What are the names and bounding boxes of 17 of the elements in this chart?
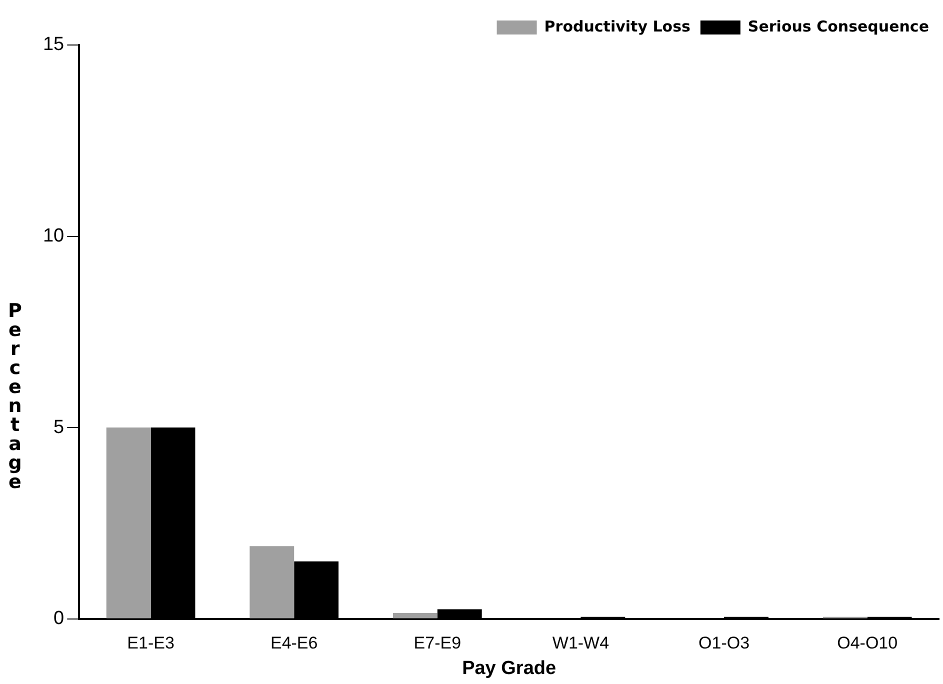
bar (392, 613, 438, 618)
y-tick-label: 15 (42, 34, 64, 56)
legend-label: Serious Consequence (748, 17, 929, 36)
x-tick-label: O1-O3 (698, 634, 750, 653)
x-tick-label: O4-O10 (837, 634, 898, 653)
y-tick-label: 0 (54, 608, 64, 630)
y-tick-label: 10 (42, 226, 64, 246)
x-axis-title: Pay Grade (462, 658, 556, 679)
y-tick-label: 5 (54, 416, 64, 438)
x-tick-label: E4-E6 (270, 634, 318, 653)
x-tick-label: E7-E9 (414, 634, 462, 653)
x-tick-label: E1-E3 (127, 634, 174, 653)
x-tick-label: W1-W4 (552, 634, 610, 653)
bar (106, 428, 151, 618)
legend-label: Productivity Loss (544, 17, 690, 36)
bar (250, 546, 294, 618)
y-axis-title: Percentage (4, 300, 26, 490)
